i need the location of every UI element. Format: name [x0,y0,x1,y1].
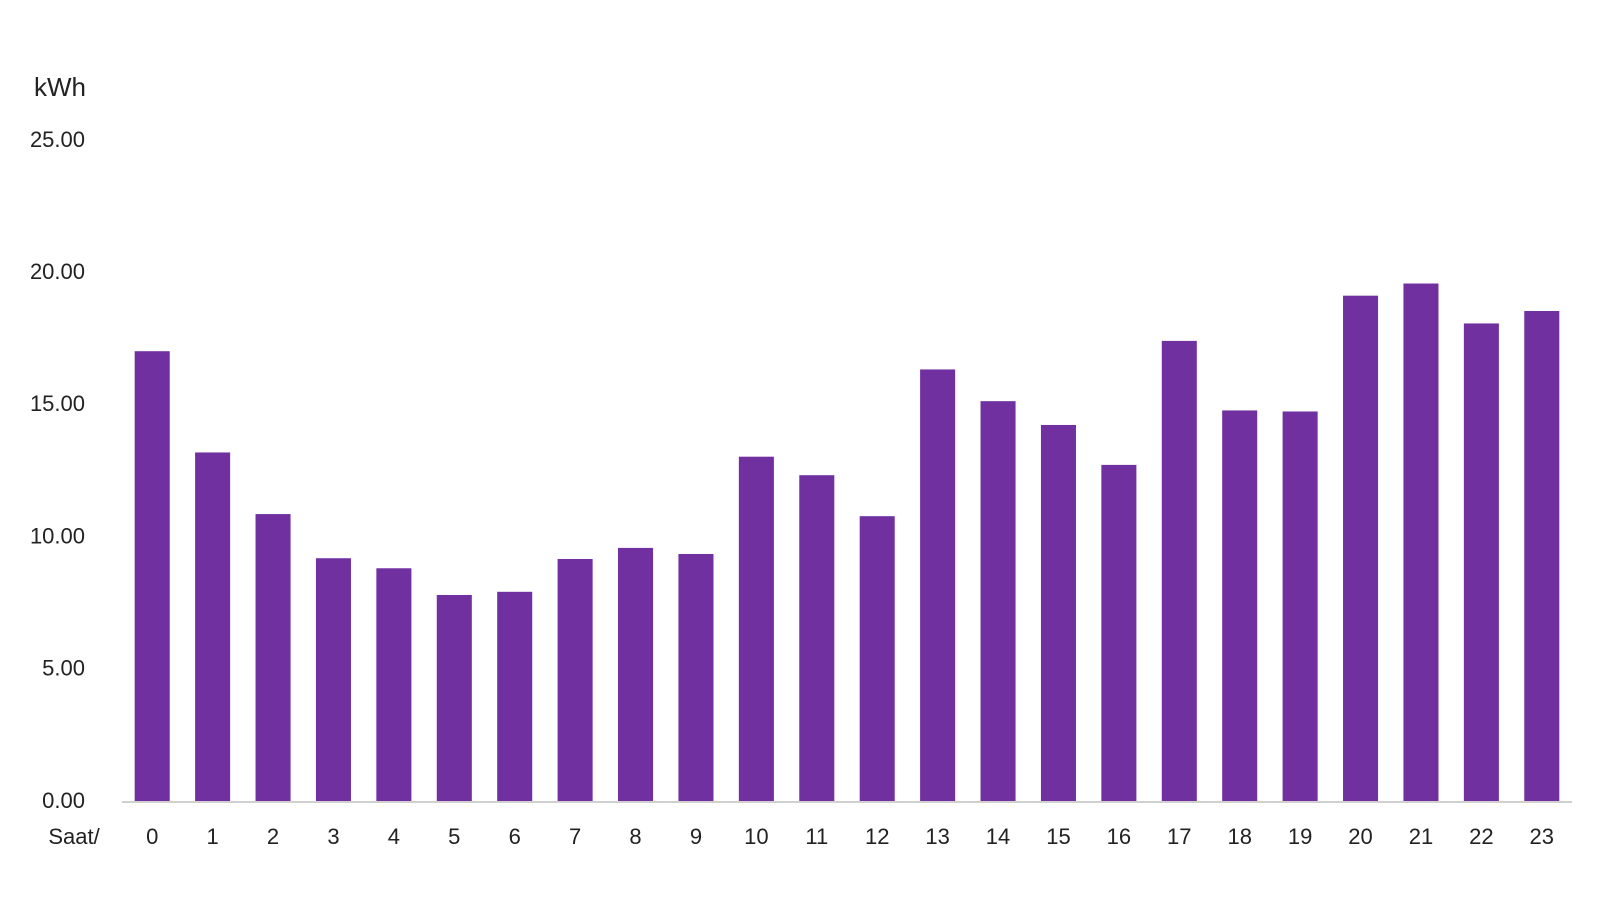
bar [1524,311,1560,802]
x-tick-label: 19 [1288,824,1312,849]
x-tick-label: 4 [388,824,400,849]
bar [678,553,714,802]
x-tick-label: 10 [744,824,768,849]
bar [799,475,835,802]
bar [376,568,412,802]
x-tick-label: 14 [986,824,1010,849]
x-tick-label: 22 [1469,824,1493,849]
bar [255,514,291,802]
x-tick-label: 7 [569,824,581,849]
bar [1403,283,1439,802]
x-tick-label: 0 [146,824,158,849]
bar [1101,464,1137,802]
y-tick-label: 25.00 [30,127,85,152]
bar [980,401,1016,802]
x-tick-label: 6 [509,824,521,849]
x-tick-label: 18 [1227,824,1251,849]
x-axis-title: Saat/ [48,824,100,849]
bar [195,452,231,802]
y-axis-title: kWh [34,72,86,102]
x-tick-label: 11 [805,824,828,849]
x-tick-label: 21 [1409,824,1433,849]
x-tick-label: 17 [1167,824,1191,849]
x-tick-label: 3 [327,824,339,849]
bar [920,369,956,802]
bar [1463,323,1499,802]
x-tick-label: 12 [865,824,889,849]
bar [859,516,895,802]
bar [315,558,351,802]
x-tick-label: 23 [1530,824,1554,849]
bar [436,594,472,802]
y-tick-label: 20.00 [30,259,85,284]
y-tick-label: 0.00 [42,788,85,813]
bar [738,456,774,802]
bar [1343,295,1379,802]
bar [1040,424,1076,802]
y-tick-label: 15.00 [30,391,85,416]
y-tick-label: 5.00 [42,656,85,681]
y-tick-label: 10.00 [30,523,85,548]
bar [497,591,533,802]
bar [1222,410,1258,802]
bar [557,559,593,802]
x-tick-label: 20 [1348,824,1372,849]
x-tick-label: 16 [1107,824,1131,849]
bar [1282,411,1318,802]
x-tick-label: 9 [690,824,702,849]
x-tick-label: 1 [207,824,219,849]
x-tick-label: 13 [925,824,949,849]
bar [618,547,654,802]
x-tick-label: 8 [629,824,641,849]
x-tick-label: 5 [448,824,460,849]
bar [1161,340,1197,802]
x-tick-label: 15 [1046,824,1070,849]
x-tick-label: 2 [267,824,279,849]
bar [134,351,170,802]
